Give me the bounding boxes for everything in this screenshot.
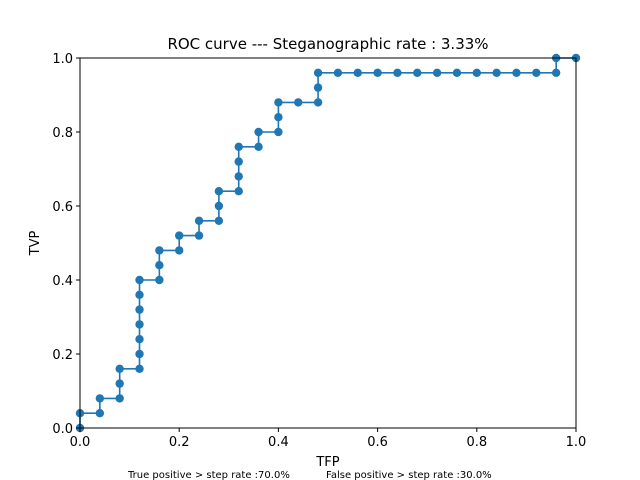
x-tick-label: 1.0	[566, 435, 587, 450]
roc-point	[413, 68, 422, 78]
roc-point	[194, 216, 204, 225]
y-tick-label: 0.0	[52, 422, 73, 437]
roc-point	[234, 172, 243, 181]
roc-point	[532, 68, 541, 78]
roc-point	[512, 68, 521, 78]
roc-point	[333, 68, 343, 78]
roc-point	[313, 83, 323, 92]
true-positive-rate-text: True positive > step rate :70.0%	[127, 470, 290, 480]
roc-point	[214, 216, 224, 225]
roc-point	[254, 142, 263, 151]
roc-point	[115, 394, 124, 403]
roc-point	[373, 68, 382, 78]
roc-point	[155, 275, 164, 285]
roc-point	[294, 98, 303, 107]
roc-point	[234, 187, 243, 196]
roc-point	[135, 275, 144, 285]
plot-layer	[75, 53, 581, 433]
y-tick-label: 1.0	[52, 52, 73, 67]
roc-point	[432, 68, 442, 78]
roc-point	[472, 68, 481, 78]
roc-point	[135, 364, 144, 373]
x-axis: 0.0 0.2 0.4 0.6 0.8 1.0	[70, 428, 587, 450]
roc-point	[95, 394, 105, 403]
y-tick-label: 0.8	[52, 126, 73, 141]
chart-title: ROC curve --- Steganographic rate : 3.33…	[167, 35, 488, 53]
x-tick-label: 0.8	[466, 435, 487, 450]
roc-point	[393, 68, 402, 78]
x-tick-label: 0.4	[268, 435, 289, 450]
roc-point	[155, 246, 164, 255]
roc-point	[274, 98, 283, 107]
roc-point	[135, 349, 144, 359]
roc-point	[175, 246, 184, 255]
x-tick-label: 0.2	[169, 435, 190, 450]
roc-point	[214, 201, 224, 211]
roc-point	[313, 68, 323, 78]
x-tick-label: 0.0	[70, 435, 91, 450]
y-axis-label: TVP	[28, 231, 43, 257]
axes-frame	[79, 57, 577, 429]
roc-point	[452, 68, 462, 78]
roc-point	[194, 231, 204, 240]
y-axis: 0.0 0.2 0.4 0.6 0.8 1.0	[52, 52, 80, 437]
roc-point	[353, 68, 362, 78]
roc-point	[155, 261, 164, 270]
roc-point	[95, 409, 105, 418]
roc-point	[254, 127, 263, 137]
roc-point	[115, 364, 124, 373]
roc-point	[135, 335, 144, 344]
roc-point	[135, 320, 144, 329]
roc-point	[135, 305, 144, 314]
roc-point	[274, 113, 283, 122]
y-tick-label: 0.4	[52, 274, 73, 289]
roc-point	[551, 68, 561, 78]
x-axis-label: TFP	[315, 455, 339, 470]
x-tick-label: 0.6	[367, 435, 388, 450]
roc-point	[313, 98, 323, 107]
roc-point	[135, 290, 144, 299]
roc-point	[234, 142, 243, 151]
roc-point	[274, 127, 283, 137]
y-tick-label: 0.6	[52, 200, 73, 215]
roc-point	[115, 379, 124, 388]
roc-point	[175, 231, 184, 240]
roc-point	[492, 68, 501, 78]
y-tick-label: 0.2	[52, 348, 73, 363]
roc-point	[234, 157, 243, 166]
false-positive-rate-text: False positive > step rate :30.0%	[326, 470, 492, 480]
roc-point	[214, 187, 224, 196]
